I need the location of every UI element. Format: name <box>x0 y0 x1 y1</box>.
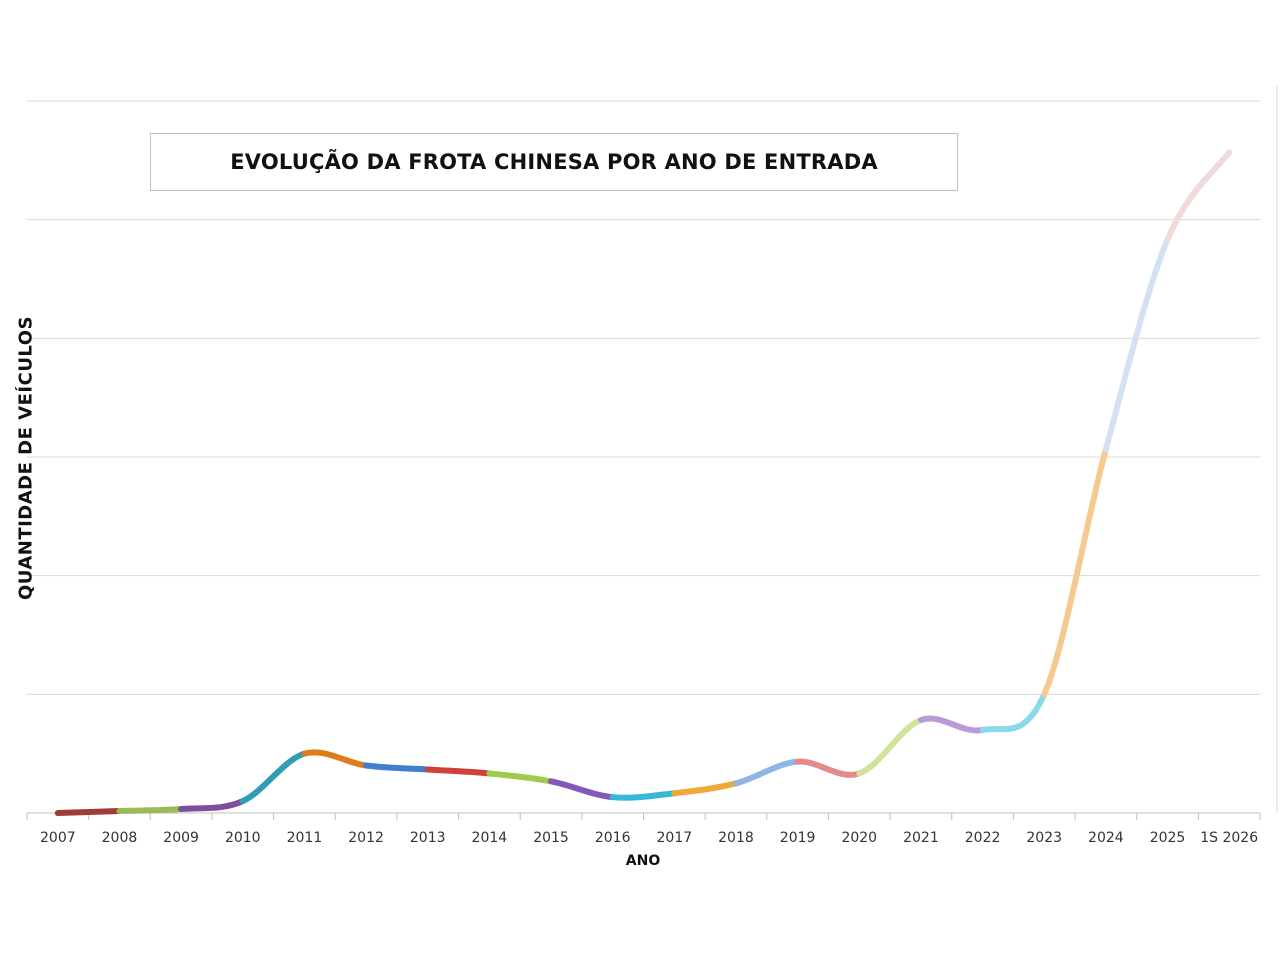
x-tick-label-2015: 2015 <box>533 830 569 846</box>
line-segment-2010 <box>239 750 308 805</box>
line-segment-2014 <box>486 770 555 785</box>
x-tick-label-2019: 2019 <box>780 830 816 846</box>
x-tick-label-2022: 2022 <box>965 830 1001 846</box>
x-tick-label-2012: 2012 <box>348 830 384 846</box>
line-segment-2021 <box>917 715 986 734</box>
line-segment-2018 <box>732 758 801 787</box>
x-tick-label-2013: 2013 <box>410 830 446 846</box>
line-segment-2024 <box>1102 236 1171 453</box>
line-segment-2013 <box>424 766 493 777</box>
chart-title-box: EVOLUÇÃO DA FROTA CHINESA POR ANO DE ENT… <box>150 133 958 191</box>
data-series-line <box>54 149 1233 816</box>
x-tick-label-2007: 2007 <box>40 830 76 846</box>
gridlines <box>27 86 1278 813</box>
x-tick-label-1S-2026: 1S 2026 <box>1200 830 1258 846</box>
x-tick-label-2018: 2018 <box>718 830 754 846</box>
line-segment-2016 <box>609 790 678 801</box>
line-segment-2020 <box>856 717 924 777</box>
x-tick-label-2021: 2021 <box>903 830 939 846</box>
x-tick-label-2023: 2023 <box>1026 830 1062 846</box>
line-segment-2022 <box>979 691 1048 733</box>
x-tick-label-2016: 2016 <box>595 830 631 846</box>
chart-title: EVOLUÇÃO DA FROTA CHINESA POR ANO DE ENT… <box>230 150 878 174</box>
line-segment-2025 <box>1164 149 1233 243</box>
y-axis-label: QUANTIDADE DE VEÍCULOS <box>15 315 37 601</box>
line-segment-2012 <box>363 762 431 773</box>
x-tick-label-2020: 2020 <box>841 830 877 846</box>
x-tick-label-2014: 2014 <box>472 830 508 846</box>
x-tick-label-2025: 2025 <box>1150 830 1186 846</box>
line-segment-2011 <box>301 749 370 769</box>
x-axis <box>26 812 1261 820</box>
line-segment-2017 <box>671 780 739 797</box>
x-tick-label-2008: 2008 <box>102 830 138 846</box>
line-segment-2007 <box>54 808 123 816</box>
line-segment-2009 <box>178 798 246 813</box>
x-tick-label-2017: 2017 <box>657 830 693 846</box>
line-segment-2015 <box>548 778 616 801</box>
line-segment-2008 <box>116 806 185 815</box>
line-segment-2023 <box>1041 446 1109 698</box>
x-tick-label-2010: 2010 <box>225 830 261 846</box>
x-tick-labels: 2007 2008 2009 2010 2011 2012 2013 2014 2015 2016… <box>40 830 1258 846</box>
x-tick-label-2011: 2011 <box>287 830 323 846</box>
x-tick-label-2024: 2024 <box>1088 830 1124 846</box>
x-axis-label: ANO <box>625 853 661 869</box>
line-segment-2019 <box>794 758 863 778</box>
x-tick-label-2009: 2009 <box>163 830 199 846</box>
